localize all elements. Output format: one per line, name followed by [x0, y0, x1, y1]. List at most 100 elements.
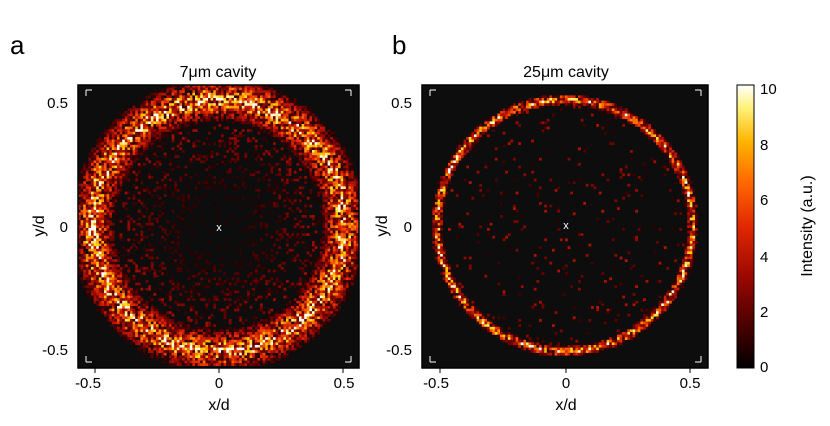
heatmap-cell: [223, 118, 227, 122]
heatmap-cell: [106, 306, 110, 309]
heatmap-cell: [156, 308, 159, 312]
heatmap-cell: [273, 165, 276, 169]
heatmap-cell: [231, 105, 235, 109]
heatmap-cell: [104, 217, 107, 221]
heatmap-cell: [301, 186, 305, 190]
heatmap-cell: [247, 103, 250, 106]
heatmap-cell: [187, 225, 190, 229]
heatmap-cell: [335, 142, 339, 145]
heatmap-cell: [215, 92, 219, 96]
heatmap-cell: [335, 222, 339, 226]
heatmap-cell: [137, 334, 141, 338]
heatmap-cell: [319, 126, 323, 130]
heatmap-cell: [267, 90, 271, 93]
heatmap-cell: [98, 207, 102, 210]
heatmap-cell: [338, 173, 341, 177]
heatmap-cell: [265, 280, 268, 283]
heatmap-cell: [109, 202, 112, 205]
heatmap-cell: [312, 217, 315, 221]
heatmap-cell: [143, 131, 146, 135]
heatmap-cell: [88, 259, 92, 262]
heatmap-cell: [275, 131, 279, 135]
heatmap-cell: [226, 170, 229, 174]
heatmap-cell: [187, 246, 190, 249]
heatmap-cell: [291, 121, 294, 125]
heatmap-cell: [244, 204, 248, 208]
heatmap-cell: [176, 282, 180, 286]
heatmap-cell: [234, 116, 237, 119]
heatmap-cell: [158, 95, 162, 99]
heatmap-cell: [267, 280, 271, 283]
heatmap-cell: [257, 324, 261, 327]
heatmap-cell: [114, 261, 118, 265]
heatmap-cell: [340, 147, 344, 151]
heatmap-cell: [213, 295, 216, 299]
heatmap-cell: [192, 155, 196, 158]
heatmap-cell: [327, 267, 331, 270]
heatmap-cell: [332, 142, 336, 145]
heatmap-cell: [322, 261, 326, 265]
heatmap-cell: [78, 191, 81, 195]
heatmap-cell: [145, 308, 149, 312]
heatmap-cell: [140, 126, 144, 130]
heatmap-cell: [322, 321, 326, 325]
heatmap-cell: [335, 264, 339, 268]
heatmap-cell: [83, 199, 86, 203]
heatmap-cell: [252, 321, 255, 325]
heatmap-cell: [348, 194, 352, 197]
heatmap-cell: [317, 282, 320, 286]
heatmap-cell: [169, 332, 172, 335]
heatmap-cell: [283, 100, 287, 104]
heatmap-cell: [135, 332, 138, 335]
heatmap-cell: [106, 199, 110, 203]
heatmap-cell: [343, 241, 346, 244]
heatmap-cell: [332, 204, 336, 208]
heatmap-cell: [278, 103, 281, 106]
heatmap-cell: [137, 217, 141, 221]
heatmap-cell: [325, 243, 328, 247]
heatmap-cell: [124, 298, 128, 301]
heatmap-cell: [176, 95, 180, 99]
heatmap-cell: [286, 98, 289, 101]
heatmap-cell: [270, 126, 274, 130]
heatmap-cell: [304, 157, 307, 161]
heatmap-cell: [273, 256, 276, 260]
heatmap-cell: [174, 334, 177, 338]
heatmap-cell: [348, 196, 352, 200]
heatmap-cell: [111, 160, 115, 164]
heatmap-cell: [184, 95, 188, 99]
heatmap-cell: [101, 300, 105, 304]
heatmap-cell: [319, 178, 323, 182]
heatmap-cell: [208, 241, 211, 244]
heatmap-cell: [150, 334, 154, 338]
heatmap-cell: [325, 212, 328, 216]
heatmap-cell: [265, 100, 268, 104]
heatmap-cell: [353, 228, 357, 231]
heatmap-cell: [145, 155, 149, 158]
heatmap-cell: [335, 241, 339, 244]
heatmap-cell: [241, 90, 245, 93]
heatmap-cell: [218, 152, 222, 156]
heatmap-cell: [101, 209, 105, 213]
heatmap-cell: [171, 222, 175, 226]
heatmap-cell: [205, 100, 209, 104]
heatmap-cell: [286, 139, 289, 143]
heatmap-cell: [273, 116, 276, 119]
heatmap-cell: [335, 298, 339, 301]
heatmap-cell: [119, 157, 123, 161]
heatmap-cell: [304, 280, 307, 283]
heatmap-cell: [109, 308, 112, 312]
heatmap-cell: [119, 308, 123, 312]
heatmap-cell: [234, 142, 237, 145]
heatmap-cell: [215, 152, 219, 156]
heatmap-cell: [78, 220, 81, 223]
heatmap-cell: [278, 111, 281, 114]
heatmap-cell: [145, 207, 149, 210]
heatmap-cell: [119, 293, 123, 296]
heatmap-cell: [314, 326, 318, 330]
heatmap-cell: [332, 196, 336, 200]
heatmap-cell: [306, 300, 310, 304]
heatmap-cell: [192, 87, 196, 91]
heatmap-cell: [169, 280, 172, 283]
heatmap-cell: [137, 326, 141, 330]
